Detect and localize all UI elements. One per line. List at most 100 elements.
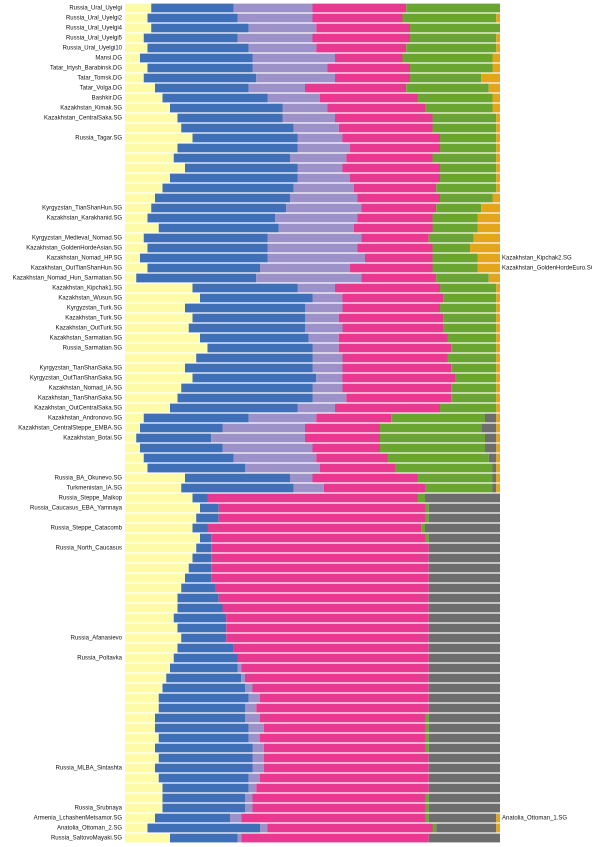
bar-segment <box>496 823 500 833</box>
bar-segment <box>312 343 339 353</box>
bar-segment <box>496 283 500 293</box>
bar-segment <box>496 463 500 473</box>
bar-segment <box>305 323 343 333</box>
row-label: Russia_Srubnaya <box>75 806 123 812</box>
bar-segment <box>335 283 440 293</box>
bar-segment <box>211 573 429 583</box>
bar-segment <box>151 203 287 213</box>
bar-segment <box>297 283 335 293</box>
bar-segment <box>496 313 500 323</box>
bar-segment <box>440 163 497 173</box>
bar-segment <box>125 463 148 473</box>
bar-segment <box>147 463 245 473</box>
row-label: Kazakhstan_Botai.SG <box>63 436 122 442</box>
row-label: Kazakhstan_TianShanSaka.SG <box>38 396 122 402</box>
bar-segment <box>211 553 429 563</box>
bar-segment <box>428 663 500 673</box>
bar-segment <box>353 223 433 233</box>
bar-segment <box>125 153 174 163</box>
bar-segment <box>440 133 497 143</box>
bar-segment <box>432 253 478 263</box>
row-label: Kazakhstan_Nomad_HP.SG <box>47 256 123 262</box>
bar-segment <box>496 813 500 823</box>
bar-segment <box>158 773 249 783</box>
row-label: Kyrgyzstan_OutTianShanSaka.SG <box>30 376 122 382</box>
row-label: Kyrgyzstan_TianShanHun.SG <box>42 206 122 212</box>
bar-segment <box>488 273 500 283</box>
bar-segment <box>342 303 440 313</box>
bar-segment <box>320 93 418 103</box>
bar-segment <box>125 273 137 283</box>
bar-segment <box>488 453 497 463</box>
bar-segment <box>125 593 178 603</box>
bar-segment <box>473 233 500 243</box>
bar-segment <box>125 63 148 73</box>
bar-segment <box>428 583 500 593</box>
bar-segment <box>125 253 140 263</box>
bar-segment <box>425 733 429 743</box>
bar-segment <box>323 483 425 493</box>
bar-segment <box>245 673 429 683</box>
bar-segment <box>342 293 444 303</box>
bar-segment <box>125 543 197 553</box>
bar-segment <box>496 383 500 393</box>
bar-segment <box>342 363 452 373</box>
bar-segment <box>192 313 305 323</box>
bar-segment <box>173 153 290 163</box>
bar-segment <box>125 683 163 693</box>
bar-segment <box>410 63 493 73</box>
bar-segment <box>177 393 313 403</box>
bar-segment <box>440 143 497 153</box>
bar-segment <box>312 353 343 363</box>
bar-segment <box>260 263 350 273</box>
bar-segment <box>233 3 313 13</box>
bar-segment <box>260 733 425 743</box>
bar-segment <box>200 293 313 303</box>
bar-segment <box>125 93 163 103</box>
bar-segment <box>316 413 392 423</box>
bar-segment <box>496 333 500 343</box>
bar-segment <box>143 413 249 423</box>
bar-segment <box>158 223 279 233</box>
bar-segment <box>170 833 238 843</box>
bar-segment <box>338 123 433 133</box>
bar-segment <box>125 723 155 733</box>
bar-segment <box>248 783 257 793</box>
bar-segment <box>125 233 144 243</box>
bar-segment <box>125 493 193 503</box>
row-label: Mansi.DG <box>95 56 122 62</box>
bar-segment <box>200 533 212 543</box>
bar-segment <box>252 63 328 73</box>
bar-segment <box>395 463 493 473</box>
bar-segment <box>125 803 163 813</box>
bar-segment <box>125 393 178 403</box>
bar-segment <box>125 173 170 183</box>
bar-segment <box>428 573 500 583</box>
bar-segment <box>125 103 170 113</box>
bar-segment <box>425 713 429 723</box>
bar-segment <box>440 173 497 183</box>
bar-segment <box>428 643 500 653</box>
bar-segment <box>143 233 268 243</box>
bar-segment <box>177 113 283 123</box>
bar-segment <box>256 783 429 793</box>
bar-segment <box>218 593 429 603</box>
bar-segment <box>237 663 242 673</box>
bar-segment <box>496 293 500 303</box>
bar-segment <box>305 303 343 313</box>
bar-segment <box>125 783 163 793</box>
bar-segment <box>305 83 407 93</box>
bar-segment <box>477 253 500 263</box>
bar-segment <box>125 583 182 593</box>
bar-segment <box>443 313 497 323</box>
bar-segment <box>147 213 275 223</box>
row-label: Russia_Ural_Uyelgi5 <box>66 36 123 42</box>
bar-segment <box>346 153 433 163</box>
bar-segment <box>125 453 144 463</box>
bar-segment <box>200 503 219 513</box>
bar-segment <box>147 43 249 53</box>
bar-segment <box>181 633 227 643</box>
bar-segment <box>170 663 238 673</box>
bar-segment <box>140 53 253 63</box>
